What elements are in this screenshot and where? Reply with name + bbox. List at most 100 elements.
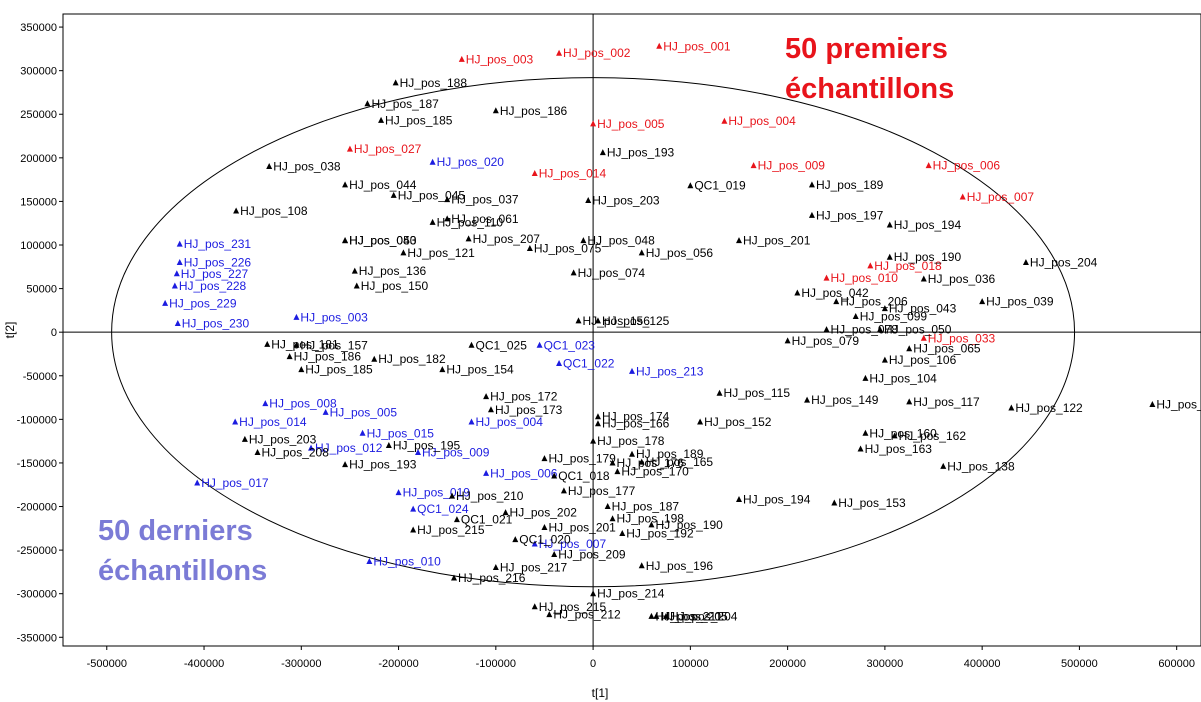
- y-axis-title: t[2]: [3, 322, 17, 339]
- point-label: HJ_pos_009: [758, 159, 826, 173]
- triangle-marker-icon: [580, 237, 587, 244]
- point-label: HJ_pos_149: [811, 393, 879, 407]
- data-point-last50: HJ_pos_014: [232, 415, 307, 429]
- triangle-marker-icon: [531, 540, 538, 547]
- point-label: HJ_pos_192: [626, 527, 694, 541]
- data-point-first50: HJ_pos_014: [531, 167, 606, 181]
- point-label: HJ_pos_163: [865, 442, 933, 456]
- data-point-first50: HJ_pos_010: [823, 271, 898, 285]
- data-point-other: HJ_pos_0: [1149, 398, 1201, 412]
- data-point-other: HJ_pos_078: [823, 323, 898, 337]
- point-label: HJ_pos_215: [417, 523, 485, 537]
- data-point-other: HJ_pos_201: [735, 234, 811, 248]
- triangle-marker-icon: [653, 612, 660, 619]
- data-point-other: HJ_pos_048: [580, 234, 655, 248]
- point-label: HJ_pos_172: [490, 390, 558, 404]
- point-label: HJ_pos_136: [359, 264, 427, 278]
- point-label: HJ_pos_179: [548, 452, 616, 466]
- triangle-marker-icon: [906, 398, 913, 405]
- point-label: HJ_pos_193: [349, 458, 417, 472]
- data-point-last50: HJ_pos_226: [176, 255, 251, 269]
- triangle-marker-icon: [264, 340, 271, 347]
- point-label: HJ_pos_017: [201, 476, 269, 490]
- point-label: HJ_pos_156: [583, 314, 651, 328]
- triangle-marker-icon: [831, 499, 838, 506]
- data-point-first50: HJ_pos_001: [656, 39, 731, 53]
- data-point-other: HJ_pos_152: [697, 415, 772, 429]
- x-tick-label: 500000: [1061, 658, 1098, 670]
- point-label: HJ_pos_005: [330, 405, 398, 419]
- triangle-marker-icon: [453, 516, 460, 523]
- data-point-other: HJ_pos_185: [378, 113, 453, 127]
- triangle-marker-icon: [656, 42, 663, 49]
- point-label: HJ_pos_208: [262, 445, 330, 459]
- data-point-last50: HJ_pos_009: [415, 445, 490, 459]
- point-label: HJ_pos_043: [889, 302, 957, 316]
- point-label: HJ_pos_162: [899, 429, 967, 443]
- x-tick-label: 0: [590, 658, 596, 670]
- point-label: HJ_pos_001: [663, 39, 731, 53]
- triangle-marker-icon: [614, 468, 621, 475]
- data-point-first50: HJ_pos_027: [346, 142, 422, 156]
- point-label: HJ_pos_010: [373, 554, 441, 568]
- point-label: HJ_pos_122: [1015, 401, 1083, 415]
- point-label: HJ_pos_170: [621, 465, 689, 479]
- data-point-other: HJ_pos_187: [604, 500, 679, 514]
- triangle-marker-icon: [663, 612, 670, 619]
- point-label: HJ_pos_110: [437, 215, 504, 229]
- triangle-marker-icon: [176, 258, 183, 265]
- point-label: HJ_pos_038: [273, 160, 341, 174]
- data-point-other: HJ_pos_121: [400, 246, 475, 260]
- triangle-marker-icon: [531, 170, 538, 177]
- data-point-first50: HJ_pos_005: [590, 117, 665, 131]
- point-label: HJ_pos_152: [704, 415, 772, 429]
- data-point-other: HJ_pos_203: [585, 194, 660, 208]
- point-label: HJ_pos_125: [602, 314, 670, 328]
- point-label: HJ_pos_207: [473, 232, 541, 246]
- point-label: HJ_pos_004: [728, 114, 796, 128]
- point-label: HJ_pos_008: [269, 397, 337, 411]
- data-point-other: HJ_pos_203: [241, 432, 317, 446]
- data-point-last50: HJ_pos_003: [293, 310, 368, 324]
- point-label: HJ_pos_206: [840, 295, 908, 309]
- point-label: HJ_pos_174: [602, 410, 670, 424]
- point-label: HJ_pos_182: [378, 352, 446, 366]
- x-axis-title: t[1]: [592, 686, 609, 700]
- triangle-marker-icon: [353, 282, 360, 289]
- data-point-other: HJ_pos_195: [385, 439, 461, 453]
- triangle-marker-icon: [526, 244, 533, 251]
- data-point-other: HJ_pos_182: [371, 352, 446, 366]
- data-point-last50: HJ_pos_017: [194, 476, 269, 490]
- triangle-marker-icon: [886, 253, 893, 260]
- triangle-marker-icon: [687, 182, 694, 189]
- hotelling-ellipse: [111, 77, 1076, 588]
- triangle-marker-icon: [925, 162, 932, 169]
- triangle-marker-icon: [415, 448, 422, 455]
- triangle-marker-icon: [920, 275, 927, 282]
- data-point-last50: HJ_pos_005: [322, 405, 398, 419]
- triangle-marker-icon: [867, 262, 874, 269]
- data-point-other: HJ_pos_156: [575, 314, 651, 328]
- triangle-marker-icon: [395, 489, 402, 496]
- triangle-marker-icon: [881, 356, 888, 363]
- data-point-other: HJ_pos_166: [594, 417, 670, 431]
- point-label: HJ_pos_185: [385, 113, 453, 127]
- point-label: HJ_pos_186: [500, 104, 568, 118]
- data-point-other: HJ_pos_106: [881, 353, 957, 367]
- point-label: HJ_pos_195: [393, 439, 461, 453]
- x-axis-ticks: -500000 -400000 -300000 -200000 -100000 0 1000…: [87, 646, 1195, 670]
- data-point-last50: QC1_024: [410, 502, 469, 516]
- point-label: HJ_pos_040: [349, 234, 417, 248]
- point-label: HJ_pos_108: [240, 204, 308, 218]
- triangle-marker-icon: [458, 55, 465, 62]
- point-label: HJ_pos_217: [500, 561, 568, 575]
- point-label: HJ_pos_193: [607, 146, 675, 160]
- annotation-first50-line2: échantillons: [785, 73, 954, 105]
- point-label: HJ_pos_194: [894, 218, 962, 232]
- triangle-marker-icon: [735, 237, 742, 244]
- point-label: HJ_pos_039: [986, 295, 1054, 309]
- data-point-other: HJ_pos_214: [590, 587, 665, 601]
- triangle-marker-icon: [174, 319, 181, 326]
- data-point-other: HJ_pos_036: [920, 272, 996, 286]
